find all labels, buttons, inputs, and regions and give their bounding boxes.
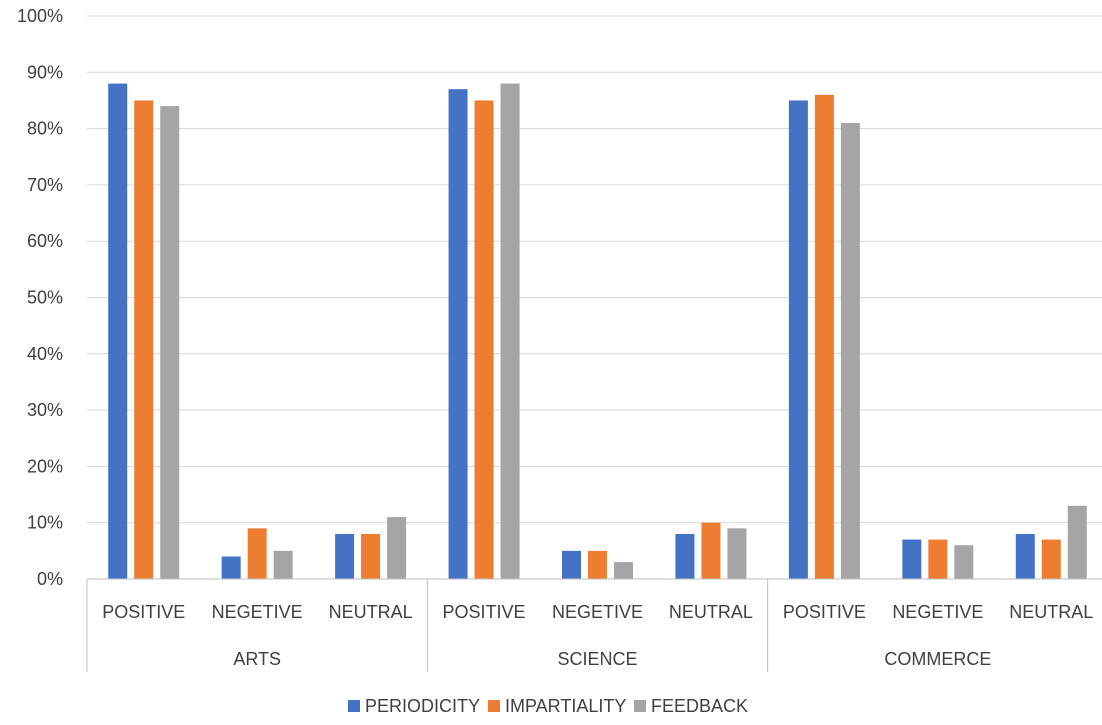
bar: [588, 550, 607, 579]
legend-label: PERIODICITY: [365, 696, 480, 716]
y-tick-label: 100%: [17, 6, 63, 26]
bar: [954, 545, 974, 579]
y-tick-label: 40%: [27, 344, 63, 364]
bar: [928, 539, 948, 579]
y-tick-label: 30%: [27, 400, 63, 420]
bar: [701, 522, 721, 579]
bar: [361, 533, 381, 579]
bar: [814, 94, 834, 579]
gridlines: [87, 15, 1102, 524]
x-category-label: NEGETIVE: [892, 602, 983, 622]
bar: [1041, 539, 1061, 579]
legend-swatch: [634, 700, 646, 712]
bar: [221, 556, 241, 579]
y-tick-label: 20%: [27, 456, 63, 476]
y-tick-label: 70%: [27, 175, 63, 195]
legend-swatch: [488, 700, 500, 712]
bar: [1015, 533, 1035, 579]
legend-label: IMPARTIALITY: [505, 696, 626, 716]
bar: [108, 83, 128, 579]
x-category-label: NEUTRAL: [1009, 602, 1093, 622]
bar: [562, 550, 581, 579]
bar: [500, 83, 520, 579]
bar: [273, 550, 293, 579]
bar: [1067, 505, 1087, 579]
x-group-label: SCIENCE: [557, 649, 637, 669]
bar: [474, 100, 494, 579]
x-group-label: COMMERCE: [884, 649, 991, 669]
bar: [840, 122, 860, 579]
legend-swatch: [348, 700, 360, 712]
legend-item: PERIODICITY: [348, 696, 480, 716]
bars: [108, 83, 1087, 579]
bar: [387, 517, 407, 579]
x-category-label: NEUTRAL: [329, 602, 413, 622]
bar: [727, 528, 747, 579]
x-category-label: NEGETIVE: [212, 602, 303, 622]
x-category-label: NEUTRAL: [669, 602, 753, 622]
y-tick-label: 10%: [27, 513, 63, 533]
legend-item: FEEDBACK: [634, 696, 748, 716]
x-category-label: POSITIVE: [783, 602, 866, 622]
bar: [614, 562, 633, 579]
y-tick-label: 90%: [27, 62, 63, 82]
y-tick-label: 60%: [27, 231, 63, 251]
y-tick-label: 0%: [37, 569, 63, 589]
bar: [134, 100, 154, 579]
y-tick-label: 50%: [27, 288, 63, 308]
x-category-label: POSITIVE: [443, 602, 526, 622]
bar: [160, 106, 180, 579]
legend-item: IMPARTIALITY: [488, 696, 626, 716]
legend-label: FEEDBACK: [651, 696, 748, 716]
x-group-label: ARTS: [233, 649, 281, 669]
legend: PERIODICITY IMPARTIALITY FEEDBACK: [348, 696, 748, 716]
bar: [247, 528, 267, 579]
x-category-label: POSITIVE: [102, 602, 185, 622]
bar: [788, 100, 808, 579]
y-tick-label: 80%: [27, 119, 63, 139]
x-category-label: NEGETIVE: [552, 602, 643, 622]
bar: [448, 89, 468, 579]
y-axis-ticks: 0% 10% 20% 30% 40% 50% 60% 70% 80% 90% 100%: [17, 6, 63, 589]
bar: [335, 533, 355, 579]
x-axis: POSITIVE NEGETIVE NEUTRAL POSITIVE NEGETIVE N…: [86, 578, 1102, 672]
bar: [902, 539, 922, 579]
bar: [675, 533, 695, 579]
